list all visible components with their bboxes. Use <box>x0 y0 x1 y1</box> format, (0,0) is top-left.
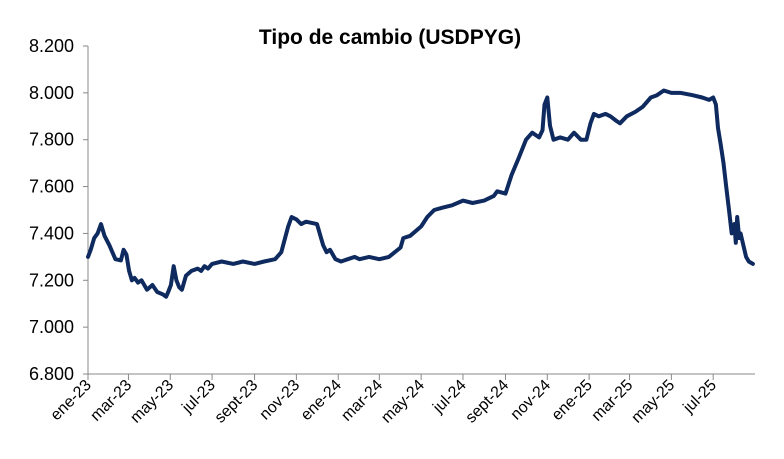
x-tick-label: jul-24 <box>429 377 469 417</box>
y-tick-label: 8.000 <box>29 83 74 103</box>
x-tick-label: mar-25 <box>589 377 637 425</box>
x-tick-label: sept-23 <box>212 377 262 427</box>
y-axis: 6.800 7.000 7.200 7.400 7.600 7.800 8.000 8.200 <box>29 36 89 384</box>
series-layer <box>86 88 755 299</box>
x-tick-label: mar-24 <box>338 377 386 425</box>
y-tick-label: 7.200 <box>29 270 74 290</box>
y-tick-label: 7.000 <box>29 317 74 337</box>
x-tick-label: jul-25 <box>680 377 720 417</box>
y-tick-label: 7.400 <box>29 223 74 243</box>
x-tick-label: ene-24 <box>298 377 345 424</box>
chart-title: Tipo de cambio (USDPYG) <box>259 26 521 49</box>
y-tick-label: 7.800 <box>29 130 74 150</box>
x-tick-label: may-24 <box>378 377 428 427</box>
x-tick-label: jul-23 <box>179 377 219 417</box>
x-tick-label: mar-23 <box>87 377 135 425</box>
x-tick-label: may-23 <box>127 377 177 427</box>
series-line-0 <box>86 88 755 299</box>
y-tick-label: 7.600 <box>29 177 74 197</box>
x-tick-label: nov-24 <box>508 377 555 424</box>
x-tick-label: sept-24 <box>463 377 513 427</box>
y-tick-label: 6.800 <box>29 364 74 384</box>
x-tick-label: may-25 <box>628 377 678 427</box>
x-tick-label: nov-23 <box>257 377 304 424</box>
x-tick-label: ene-25 <box>549 377 596 424</box>
y-tick-label: 8.200 <box>29 36 74 56</box>
